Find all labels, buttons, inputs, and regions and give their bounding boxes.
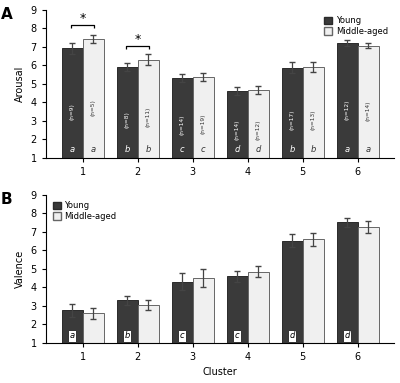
Bar xyxy=(303,67,324,176)
Text: d: d xyxy=(290,331,295,340)
Text: a: a xyxy=(70,145,75,154)
Bar xyxy=(303,239,324,362)
Bar xyxy=(62,49,83,176)
Text: (n=13): (n=13) xyxy=(311,110,316,130)
Text: (n=11): (n=11) xyxy=(146,106,150,127)
Text: d: d xyxy=(234,145,240,154)
Text: a: a xyxy=(345,145,350,154)
Text: (n=12): (n=12) xyxy=(345,99,350,120)
Bar xyxy=(117,67,138,176)
Text: b: b xyxy=(124,331,130,340)
Text: (n=19): (n=19) xyxy=(200,114,206,134)
Bar xyxy=(227,276,248,362)
Bar xyxy=(172,78,193,176)
Bar xyxy=(358,46,378,176)
Y-axis label: Valence: Valence xyxy=(15,250,25,288)
X-axis label: Cluster: Cluster xyxy=(203,367,238,377)
Bar xyxy=(248,272,268,362)
Text: (n=12): (n=12) xyxy=(256,119,261,139)
Text: *: * xyxy=(80,11,86,25)
Bar xyxy=(193,278,214,362)
Bar xyxy=(248,90,268,176)
Text: (n=17): (n=17) xyxy=(290,110,295,130)
Bar xyxy=(83,39,104,176)
Text: c: c xyxy=(201,145,206,154)
Text: d: d xyxy=(256,145,261,154)
Text: (n=5): (n=5) xyxy=(90,100,96,116)
Text: (n=9): (n=9) xyxy=(70,103,75,120)
Text: b: b xyxy=(145,145,151,154)
Text: a: a xyxy=(366,145,371,154)
Bar xyxy=(282,241,303,362)
Bar xyxy=(117,300,138,362)
Text: (n=14): (n=14) xyxy=(180,114,185,134)
Text: a: a xyxy=(90,145,96,154)
Bar xyxy=(172,282,193,362)
Text: c: c xyxy=(180,331,184,340)
Bar xyxy=(282,68,303,176)
Text: b: b xyxy=(124,145,130,154)
Legend: Young, Middle-aged: Young, Middle-aged xyxy=(50,199,119,224)
Bar xyxy=(337,223,358,362)
Bar xyxy=(358,227,378,362)
Text: (n=14): (n=14) xyxy=(235,119,240,140)
Text: b: b xyxy=(290,145,295,154)
Text: (n=14): (n=14) xyxy=(366,100,371,121)
Text: c: c xyxy=(235,331,240,340)
Text: A: A xyxy=(0,7,12,21)
Text: B: B xyxy=(0,192,12,207)
Text: c: c xyxy=(180,145,184,154)
Bar xyxy=(337,43,358,176)
Bar xyxy=(138,305,158,362)
Y-axis label: Arousal: Arousal xyxy=(15,65,25,102)
Bar xyxy=(62,311,83,362)
Bar xyxy=(83,313,104,362)
Text: a: a xyxy=(70,331,75,340)
Legend: Young, Middle-aged: Young, Middle-aged xyxy=(322,14,390,38)
Text: *: * xyxy=(134,33,141,46)
Bar xyxy=(227,91,248,176)
Text: (n=8): (n=8) xyxy=(125,111,130,128)
Bar xyxy=(193,77,214,176)
Text: d: d xyxy=(344,331,350,340)
Bar xyxy=(138,60,158,176)
Text: b: b xyxy=(310,145,316,154)
